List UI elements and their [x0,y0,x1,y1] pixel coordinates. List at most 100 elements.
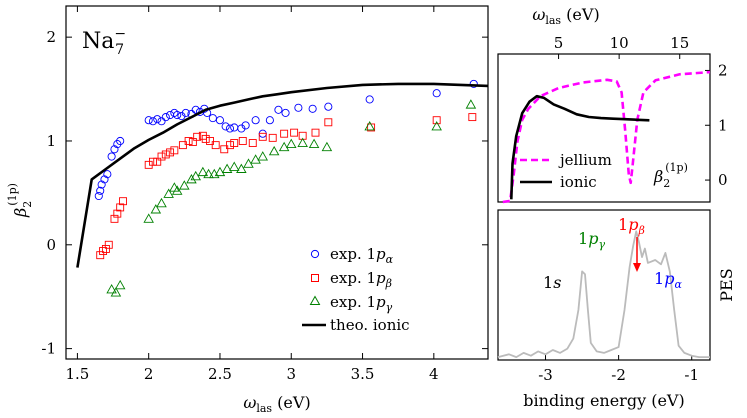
data-point-1p-beta [119,197,127,206]
data-point-1p-gamma [250,154,261,164]
data-point-1p-gamma [278,141,290,152]
data-point-1p-gamma [214,166,226,177]
data-point-1p-alpha [100,175,109,184]
ionic-curve [510,94,650,200]
data-point-1p-beta [153,157,162,166]
legend-label-beta: exp. 1pβ [330,269,392,290]
data-point-1p-alpha [110,145,119,154]
x-tick-label: 5 [554,34,564,52]
data-point-1p-alpha [281,108,290,117]
data-point-1p-alpha [173,110,182,120]
data-point-1p-alpha [161,113,170,122]
top-right-legend: jellium ionic [520,151,612,191]
data-point-1p-gamma [364,121,375,131]
ionic-theory-line [76,82,489,268]
data-point-1p-alpha [294,103,303,112]
data-point-1p-beta [99,247,108,255]
data-point-1p-alpha [148,117,158,126]
data-point-1p-gamma [257,151,269,161]
x-tick-label: 3.5 [351,365,375,383]
data-point-1p-alpha [166,110,175,120]
jellium-curve [502,70,711,204]
bottom-right-plot-frame [497,209,711,361]
annotation-1p-gamma: 1pγ [578,229,605,251]
data-point-1p-gamma [143,213,154,223]
data-point-1p-beta [193,132,202,141]
data-point-1p-alpha [191,105,200,114]
data-point-1p-gamma [150,204,162,214]
data-point-1p-beta [248,139,257,147]
annotation-arrow-head [633,263,641,272]
main-plot-frame [65,5,489,360]
data-point-1p-alpha [103,170,112,179]
y-tick-label: 1 [718,116,728,134]
data-point-1p-alpha [274,105,283,114]
bottom-right-data-marks [497,230,710,358]
data-point-1p-gamma [186,173,197,184]
data-point-1p-alpha [241,121,250,130]
x-tick-label: 15 [670,34,689,52]
data-point-1p-alpha [432,89,441,98]
x-tick-label: 10 [610,34,629,52]
data-point-1p-alpha [230,123,239,132]
data-point-1p-gamma [179,180,190,190]
data-point-1p-beta [184,137,193,145]
legend-marker-gamma [309,295,321,305]
data-point-1p-beta [178,141,187,150]
x-tick-label: -2 [611,366,626,384]
data-point-1p-beta [116,203,125,212]
data-point-1p-alpha [170,108,179,117]
y-tick-label: 0 [46,236,56,254]
data-point-1p-alpha [221,122,230,131]
data-point-1p-gamma [236,163,247,173]
annotation-1s: 1s [543,273,561,292]
data-point-1p-alpha [324,102,333,111]
x-tick-label: -1 [684,366,699,384]
data-point-1p-beta [161,150,170,159]
top-right-data-marks [502,70,711,204]
data-point-1p-alpha [365,95,374,104]
legend-label-ionic-tr: ionic [560,173,597,191]
data-point-1p-beta [101,244,110,253]
y-tick-label: 1 [46,132,56,150]
data-point-1p-alpha [251,116,260,125]
main-y-ticks: -1 0 1 2 [41,28,488,358]
data-point-1p-beta [258,132,267,141]
main-data-marks [76,79,489,297]
data-point-1p-alpha [107,152,116,161]
data-point-1p-beta [104,240,113,249]
species-label: Na− 7 [82,26,126,58]
data-point-1p-alpha [157,117,166,126]
top-right-x-axis-label: ωlas (eV) [532,5,599,27]
bottom-right-x-axis-label: binding energy (eV) [523,391,684,410]
data-point-1p-beta [166,148,175,157]
y-tick-label: -1 [41,340,56,358]
data-point-1p-beta [238,137,247,145]
data-point-1p-gamma [268,145,280,156]
data-point-1p-alpha [265,116,274,125]
data-point-1p-beta [157,152,166,161]
data-point-1p-beta [290,128,299,137]
data-point-1p-alpha [181,108,190,117]
legend-label-jellium: jellium [558,151,612,169]
data-point-1p-gamma [297,137,308,147]
data-point-1p-beta [170,146,179,155]
data-point-1p-beta [201,134,210,143]
data-point-1p-gamma [171,185,183,195]
data-point-1p-beta [268,133,277,142]
main-x-axis-label: ωlas (eV) [243,393,310,415]
data-point-1p-beta [211,141,220,150]
bottom-right-y-axis-label: PES [717,268,736,301]
x-tick-label: 1.5 [65,365,89,383]
data-point-1p-beta [324,118,333,127]
data-point-1p-beta [280,129,289,138]
top-right-panel: 5 10 15 0 1 2 ωlas (eV) jellium ionic β2(1p) [497,5,728,204]
top-right-plot-frame [497,53,711,203]
x-tick-label: 3 [286,365,296,383]
data-point-1p-beta [230,139,239,147]
data-point-1p-beta [149,157,157,166]
data-point-1p-beta [110,214,119,223]
data-point-1p-gamma [106,284,117,294]
data-point-1p-alpha [94,191,103,201]
legend-marker-alpha [310,249,320,259]
